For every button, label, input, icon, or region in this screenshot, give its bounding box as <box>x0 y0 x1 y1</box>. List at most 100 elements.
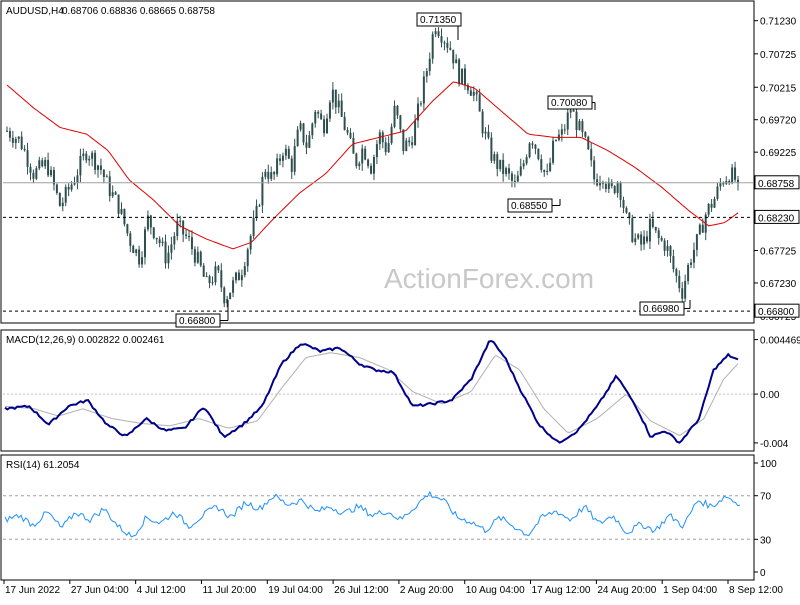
candle-body <box>349 132 352 138</box>
candle-body <box>496 154 499 170</box>
candle-body <box>434 31 437 35</box>
candle-body <box>293 146 296 172</box>
x-tick-label: 17 Jun 2022 <box>5 585 60 596</box>
candle-body <box>378 132 381 145</box>
candle-body <box>8 131 11 138</box>
candle-body <box>320 113 323 120</box>
candle-body <box>695 234 698 250</box>
price-tag-label: 0.68758 <box>758 179 795 190</box>
candle-body <box>554 139 557 141</box>
candle-body <box>678 275 681 289</box>
candle-body <box>604 183 607 189</box>
candle-body <box>419 103 422 105</box>
candle-body <box>422 76 425 104</box>
candle-body <box>149 215 152 228</box>
candle-body <box>102 169 105 177</box>
candle-body <box>381 132 384 143</box>
x-tick-label: 26 Jul 12:00 <box>334 585 389 596</box>
candle-body <box>85 153 88 161</box>
candle-body <box>681 288 684 299</box>
candle-body <box>537 148 540 160</box>
candle-body <box>11 137 14 143</box>
candle-body <box>158 239 161 243</box>
candle-body <box>328 102 331 119</box>
candle-body <box>146 215 149 230</box>
candle-body <box>414 120 417 146</box>
swing-label-box <box>175 313 221 328</box>
candle-body <box>287 148 290 159</box>
watermark: ActionForex.com <box>384 263 594 294</box>
candle-body <box>20 136 23 149</box>
candle-body <box>226 298 229 304</box>
rsi-plot <box>3 490 753 540</box>
candle-body <box>672 256 675 270</box>
candle-body <box>484 131 487 134</box>
candle-body <box>487 131 490 138</box>
candle-body <box>323 119 326 134</box>
candle-body <box>255 205 258 218</box>
candle-body <box>281 155 284 161</box>
macd-main-line <box>4 339 739 444</box>
candle-body <box>73 182 76 185</box>
candle-body <box>220 270 223 288</box>
candle-body <box>666 246 669 251</box>
candle-body <box>26 150 29 167</box>
candle-body <box>625 207 628 213</box>
candle-body <box>737 179 739 183</box>
candle-body <box>237 272 240 281</box>
candle-body <box>643 236 646 245</box>
candle-body <box>396 105 399 116</box>
candle-body <box>155 237 158 240</box>
candle-body <box>619 183 622 200</box>
candle-body <box>138 249 141 265</box>
candle-body <box>701 224 704 233</box>
candle-body <box>91 152 94 159</box>
candle-body <box>41 160 44 167</box>
candle-body <box>299 123 302 130</box>
candle-body <box>584 131 587 137</box>
candle-body <box>276 158 279 175</box>
candle-body <box>431 34 434 59</box>
candle-body <box>722 183 725 185</box>
candle-body <box>531 143 534 145</box>
candle-body <box>111 192 114 197</box>
axes: 0.71230 0.70725 0.70215 0.69720 0.69225 0.687… <box>3 17 800 596</box>
candle-body <box>129 233 132 246</box>
candle-body <box>631 218 634 242</box>
candle-body <box>126 224 129 234</box>
candle-body <box>6 130 8 132</box>
price-tag-box <box>754 175 800 190</box>
price-tick-label: 0.69225 <box>760 148 797 159</box>
candle-body <box>616 183 619 193</box>
candle-body <box>97 165 100 170</box>
candle-body <box>663 240 666 251</box>
candle-body <box>185 234 188 236</box>
candle-body <box>475 91 478 95</box>
candle-body <box>458 59 461 85</box>
candle-body <box>455 59 458 64</box>
candle-body <box>731 167 734 183</box>
candle-body <box>575 111 578 131</box>
candle-body <box>79 156 82 176</box>
candle-body <box>173 236 176 245</box>
candle-body <box>719 183 722 187</box>
candle-body <box>258 205 261 207</box>
candle-body <box>70 184 73 190</box>
candle-body <box>308 135 311 148</box>
candle-body <box>252 217 255 236</box>
candle-body <box>452 49 455 64</box>
candle-body <box>270 172 273 179</box>
candle-body <box>364 148 367 160</box>
candle-body <box>707 203 710 215</box>
candle-body <box>370 165 373 174</box>
candle-body <box>428 58 431 72</box>
candle-body <box>449 47 452 50</box>
swing-label: 0.66980 <box>643 304 680 315</box>
moving-average-line <box>6 81 739 250</box>
candle-body <box>302 123 305 143</box>
candle-body <box>610 181 613 187</box>
candle-body <box>361 148 364 164</box>
candle-body <box>99 165 102 170</box>
